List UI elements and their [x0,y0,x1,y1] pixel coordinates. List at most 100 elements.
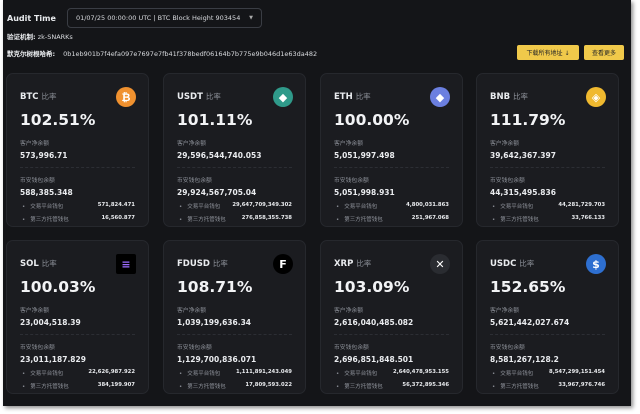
customer-net-value: 23,004,518.39 [20,318,81,327]
custody-wallet-value: 16,560.877 [101,215,135,221]
custody-wallet-label: 第三方托管钱包 [20,382,69,390]
proof-of-reserves-panel: Audit Time 01/07/25 00:00:00 UTC | BTC B… [3,0,631,406]
customer-net-label: 客户净余额 [334,308,363,314]
ratio-label: 比率 [212,259,228,268]
ratio-label: 比率 [41,92,57,101]
asset-title: BTC 比率 [20,91,135,102]
binance-wallet-value: 29,924,567,705.04 [177,188,257,197]
audit-time-label: Audit Time [7,13,56,23]
binance-wallet-value: 5,051,998.931 [334,188,395,197]
custody-wallet-label: 第三方托管钱包 [20,215,69,223]
divider [334,167,449,168]
binance-wallet-label: 币安钱包余额 [334,345,369,351]
customer-net-label: 客户净余额 [334,141,363,147]
asset-symbol: BNB [490,92,511,102]
ratio-label: 比率 [356,259,372,268]
binance-wallet-value: 588,385.348 [20,188,73,197]
exchange-wallet-value: 8,547,299,151.454 [549,369,605,375]
custody-wallet-value: 251,967.068 [411,215,449,221]
exchange-wallet-row: 交易平台钱包 571,824.471 [20,202,135,210]
custody-wallet-row: 第三方托管钱包 17,809,593.022 [177,382,292,390]
custody-wallet-value: 33,967,976.746 [558,382,605,388]
customer-net-label: 客户净余额 [20,308,49,314]
customer-net-value: 5,621,442,027.674 [490,318,570,327]
reserve-ratio: 152.65% [490,278,566,296]
asset-symbol: USDT [177,92,203,102]
reserve-ratio: 103.09% [334,278,410,296]
custody-wallet-label: 第三方托管钱包 [490,382,539,390]
download-addresses-button[interactable]: 下载所有地址 ↓ [517,45,579,60]
asset-title: BNB 比率 [490,91,605,102]
ratio-label: 比率 [41,259,57,268]
binance-wallet-label: 币安钱包余额 [490,178,525,184]
custody-wallet-value: 56,372,895.346 [402,382,449,388]
audit-time-select[interactable]: 01/07/25 00:00:00 UTC | BTC Block Height… [66,8,262,28]
custody-wallet-label: 第三方托管钱包 [177,382,226,390]
binance-wallet-label: 币安钱包余额 [490,345,525,351]
asset-symbol: USDC [490,259,517,269]
divider [20,167,135,168]
custody-wallet-value: 276,858,355.738 [241,215,292,221]
asset-card-usdt: USDT 比率 ◆ 101.11% 客户净余额 29,596,544,740.0… [163,73,306,227]
asset-card-fdusd: FDUSD 比率 F 108.71% 客户净余额 1,039,199,636.3… [163,240,306,394]
audit-time-value: 01/07/25 00:00:00 UTC | BTC Block Height… [75,14,241,22]
view-more-button[interactable]: 查看更多 [584,45,624,60]
customer-net-value: 39,642,367.397 [490,151,556,160]
asset-symbol: FDUSD [177,259,210,269]
custody-wallet-row: 第三方托管钱包 384,199.907 [20,382,135,390]
asset-symbol: BTC [20,92,39,102]
ratio-label: 比率 [205,92,221,101]
exchange-wallet-row: 交易平台钱包 29,647,709,349.302 [177,202,292,210]
exchange-wallet-row: 交易平台钱包 1,111,891,243.049 [177,369,292,377]
asset-symbol: XRP [334,259,354,269]
exchange-wallet-label: 交易平台钱包 [490,202,533,210]
reserve-ratio: 100.00% [334,111,410,129]
ratio-label: 比率 [355,92,371,101]
divider [490,334,605,335]
custody-wallet-label: 第三方托管钱包 [177,215,226,223]
ethereum-icon: ◆ [430,87,450,107]
custody-wallet-row: 第三方托管钱包 33,967,976.746 [490,382,605,390]
asset-card-xrp: XRP 比率 ✕ 103.09% 客户净余额 2,616,040,485.082… [320,240,463,394]
customer-net-label: 客户净余额 [490,308,519,314]
binance-wallet-label: 币安钱包余额 [20,345,55,351]
exchange-wallet-row: 交易平台钱包 2,640,478,953.155 [334,369,449,377]
asset-card-sol: SOL 比率 ≡ 100.03% 客户净余额 23,004,518.39 币安钱… [6,240,149,394]
bitcoin-icon: ₿ [116,87,136,107]
exchange-wallet-label: 交易平台钱包 [177,369,220,377]
solana-icon: ≡ [116,254,136,274]
custody-wallet-row: 第三方托管钱包 16,560.877 [20,215,135,223]
asset-title: FDUSD 比率 [177,258,292,269]
exchange-wallet-value: 2,640,478,953.155 [393,369,449,375]
asset-card-bnb: BNB 比率 ◈ 111.79% 客户净余额 39,642,367.397 币安… [476,73,619,227]
tether-icon: ◆ [273,87,293,107]
customer-net-value: 1,039,199,636.34 [177,318,252,327]
exchange-wallet-row: 交易平台钱包 8,547,299,151.454 [490,369,605,377]
custody-wallet-value: 33,766.133 [571,215,605,221]
reserve-ratio: 101.11% [177,111,253,129]
asset-card-btc: BTC 比率 ₿ 102.51% 客户净余额 573,996.71 币安钱包余额… [6,73,149,227]
customer-net-value: 573,996.71 [20,151,68,160]
binance-wallet-value: 23,011,187.829 [20,355,86,364]
customer-net-label: 客户净余额 [177,141,206,147]
asset-title: USDT 比率 [177,91,292,102]
asset-title: SOL 比率 [20,258,135,269]
exchange-wallet-row: 交易平台钱包 44,281,729.703 [490,202,605,210]
customer-net-label: 客户净余额 [20,141,49,147]
reserve-ratio: 102.51% [20,111,96,129]
custody-wallet-row: 第三方托管钱包 33,766.133 [490,215,605,223]
exchange-wallet-label: 交易平台钱包 [334,369,377,377]
customer-net-value: 5,051,997.498 [334,151,395,160]
chevron-down-icon: ▼ [249,15,253,21]
binance-wallet-value: 1,129,700,836.071 [177,355,257,364]
custody-wallet-label: 第三方托管钱包 [334,382,383,390]
customer-net-value: 2,616,040,485.082 [334,318,414,327]
custody-wallet-row: 第三方托管钱包 56,372,895.346 [334,382,449,390]
mechanism-label: 验证机制: [7,33,36,41]
exchange-wallet-label: 交易平台钱包 [20,202,63,210]
exchange-wallet-row: 交易平台钱包 22,626,987.922 [20,369,135,377]
exchange-wallet-label: 交易平台钱包 [177,202,220,210]
divider [20,334,135,335]
divider [490,167,605,168]
exchange-wallet-value: 44,281,729.703 [558,202,605,208]
